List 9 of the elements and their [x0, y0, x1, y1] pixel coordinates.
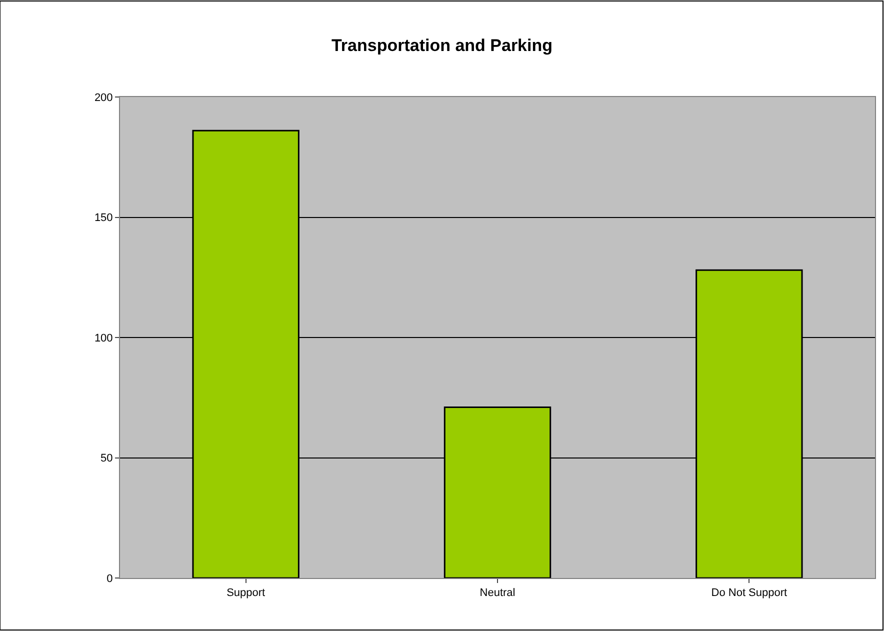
x-tick-label: Support — [226, 587, 266, 600]
y-tick-label: 50 — [100, 452, 113, 465]
x-tick-label: Neutral — [480, 587, 516, 600]
x-tick-label: Do Not Support — [711, 587, 788, 600]
y-tick-label: 200 — [94, 92, 113, 104]
chart-title: Transportation and Parking — [331, 36, 553, 55]
y-tick-label: 150 — [94, 212, 113, 224]
y-tick-label: 100 — [94, 332, 113, 344]
y-tick-label: 0 — [106, 572, 113, 585]
